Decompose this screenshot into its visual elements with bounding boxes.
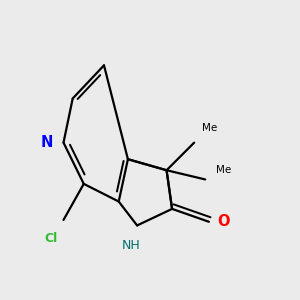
Text: Me: Me [216, 165, 232, 175]
Text: Me: Me [202, 123, 217, 133]
Text: O: O [218, 214, 230, 229]
Text: Cl: Cl [44, 232, 57, 245]
Text: NH: NH [122, 239, 141, 252]
Text: N: N [41, 135, 53, 150]
